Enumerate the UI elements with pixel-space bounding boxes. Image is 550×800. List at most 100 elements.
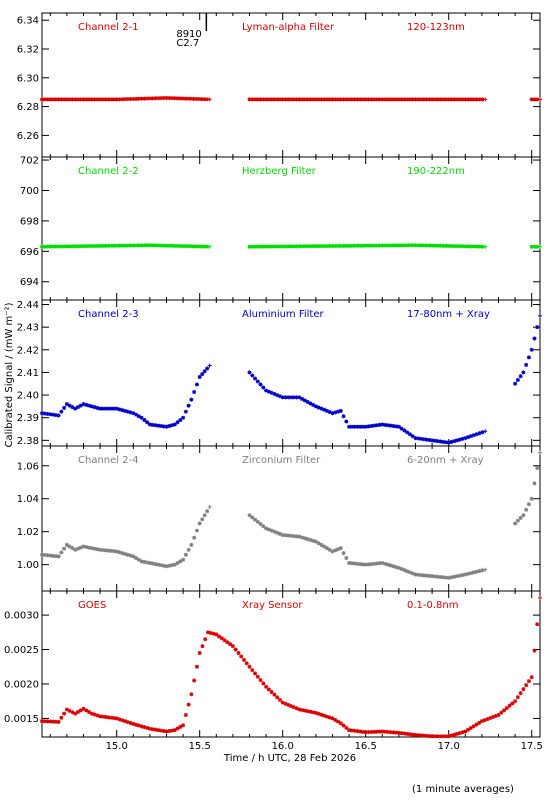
data-point xyxy=(526,679,531,684)
data-point xyxy=(513,699,518,704)
data-point xyxy=(374,243,379,248)
data-point xyxy=(427,97,432,102)
data-point xyxy=(98,406,103,411)
data-point xyxy=(394,97,399,102)
data-point xyxy=(363,424,368,429)
data-point xyxy=(532,336,537,341)
data-point xyxy=(338,408,343,413)
data-point xyxy=(474,97,479,102)
data-point xyxy=(388,97,393,102)
data-point xyxy=(300,396,305,401)
data-point xyxy=(480,97,485,102)
data-point xyxy=(194,664,199,669)
data-point xyxy=(134,243,139,248)
x-tick-label: 15.5 xyxy=(189,741,211,752)
data-point xyxy=(424,573,429,578)
data-point xyxy=(53,719,58,724)
data-point xyxy=(81,97,86,102)
data-point xyxy=(98,547,103,552)
data-point xyxy=(62,711,67,716)
data-point xyxy=(194,244,199,249)
data-point xyxy=(374,729,379,734)
data-point xyxy=(433,243,438,248)
data-point xyxy=(366,562,371,567)
data-point xyxy=(175,560,180,565)
data-point xyxy=(205,509,210,514)
data-point xyxy=(438,243,443,248)
data-point xyxy=(261,97,266,102)
data-point xyxy=(374,97,379,102)
data-point xyxy=(194,528,199,533)
data-point xyxy=(421,573,426,578)
y-tick-label: 698 xyxy=(20,216,39,227)
data-point xyxy=(280,700,285,705)
data-point xyxy=(313,97,318,102)
data-point xyxy=(421,97,426,102)
data-point xyxy=(305,244,310,249)
data-point xyxy=(524,683,529,688)
data-point xyxy=(468,726,473,731)
data-point xyxy=(466,727,471,732)
data-point xyxy=(255,519,260,524)
data-point xyxy=(64,244,69,249)
data-point xyxy=(458,244,463,249)
data-point xyxy=(266,687,271,692)
data-point xyxy=(186,547,191,552)
data-point xyxy=(258,97,263,102)
data-point xyxy=(139,559,144,564)
data-point xyxy=(48,97,53,102)
data-point xyxy=(178,559,183,564)
data-point xyxy=(67,708,72,713)
data-point xyxy=(64,97,69,102)
y-tick-label: 6.34 xyxy=(17,16,39,27)
data-point xyxy=(327,97,332,102)
data-point xyxy=(446,243,451,248)
data-point xyxy=(128,97,133,101)
data-point xyxy=(172,243,177,248)
data-point xyxy=(142,243,147,248)
data-point xyxy=(114,406,119,411)
data-point xyxy=(369,424,374,429)
data-point xyxy=(438,439,443,444)
data-point xyxy=(197,374,202,379)
data-point xyxy=(95,97,100,102)
data-point xyxy=(449,733,454,738)
data-point xyxy=(413,732,418,737)
data-point xyxy=(477,244,482,249)
data-point xyxy=(302,244,307,249)
data-point xyxy=(518,374,523,379)
data-point xyxy=(407,243,412,248)
data-point xyxy=(466,244,471,249)
data-point xyxy=(255,674,260,679)
data-point xyxy=(192,535,197,540)
y-tick-label: 694 xyxy=(20,277,39,288)
data-point xyxy=(117,243,122,248)
data-point xyxy=(169,96,174,101)
data-point xyxy=(402,568,407,573)
data-point xyxy=(40,244,44,249)
y-tick-label: 0.0015 xyxy=(4,714,39,725)
data-point xyxy=(308,709,313,714)
data-point xyxy=(177,96,182,101)
data-point xyxy=(355,243,360,248)
data-point xyxy=(103,97,108,102)
data-point xyxy=(250,373,255,378)
data-point xyxy=(463,729,468,734)
data-point xyxy=(289,533,293,538)
data-point xyxy=(147,243,152,248)
data-point xyxy=(84,708,89,713)
data-point xyxy=(455,438,459,443)
data-point xyxy=(131,96,136,101)
data-point xyxy=(526,355,531,360)
data-point xyxy=(191,244,196,249)
data-point xyxy=(81,244,86,249)
data-point xyxy=(204,244,209,249)
data-point xyxy=(297,97,302,102)
data-point xyxy=(416,436,421,441)
panel-frame xyxy=(41,156,541,301)
data-point xyxy=(427,573,432,578)
data-point xyxy=(111,549,116,554)
data-point xyxy=(158,728,163,733)
y-tick-label: 6.28 xyxy=(17,102,39,113)
data-point xyxy=(438,97,443,102)
